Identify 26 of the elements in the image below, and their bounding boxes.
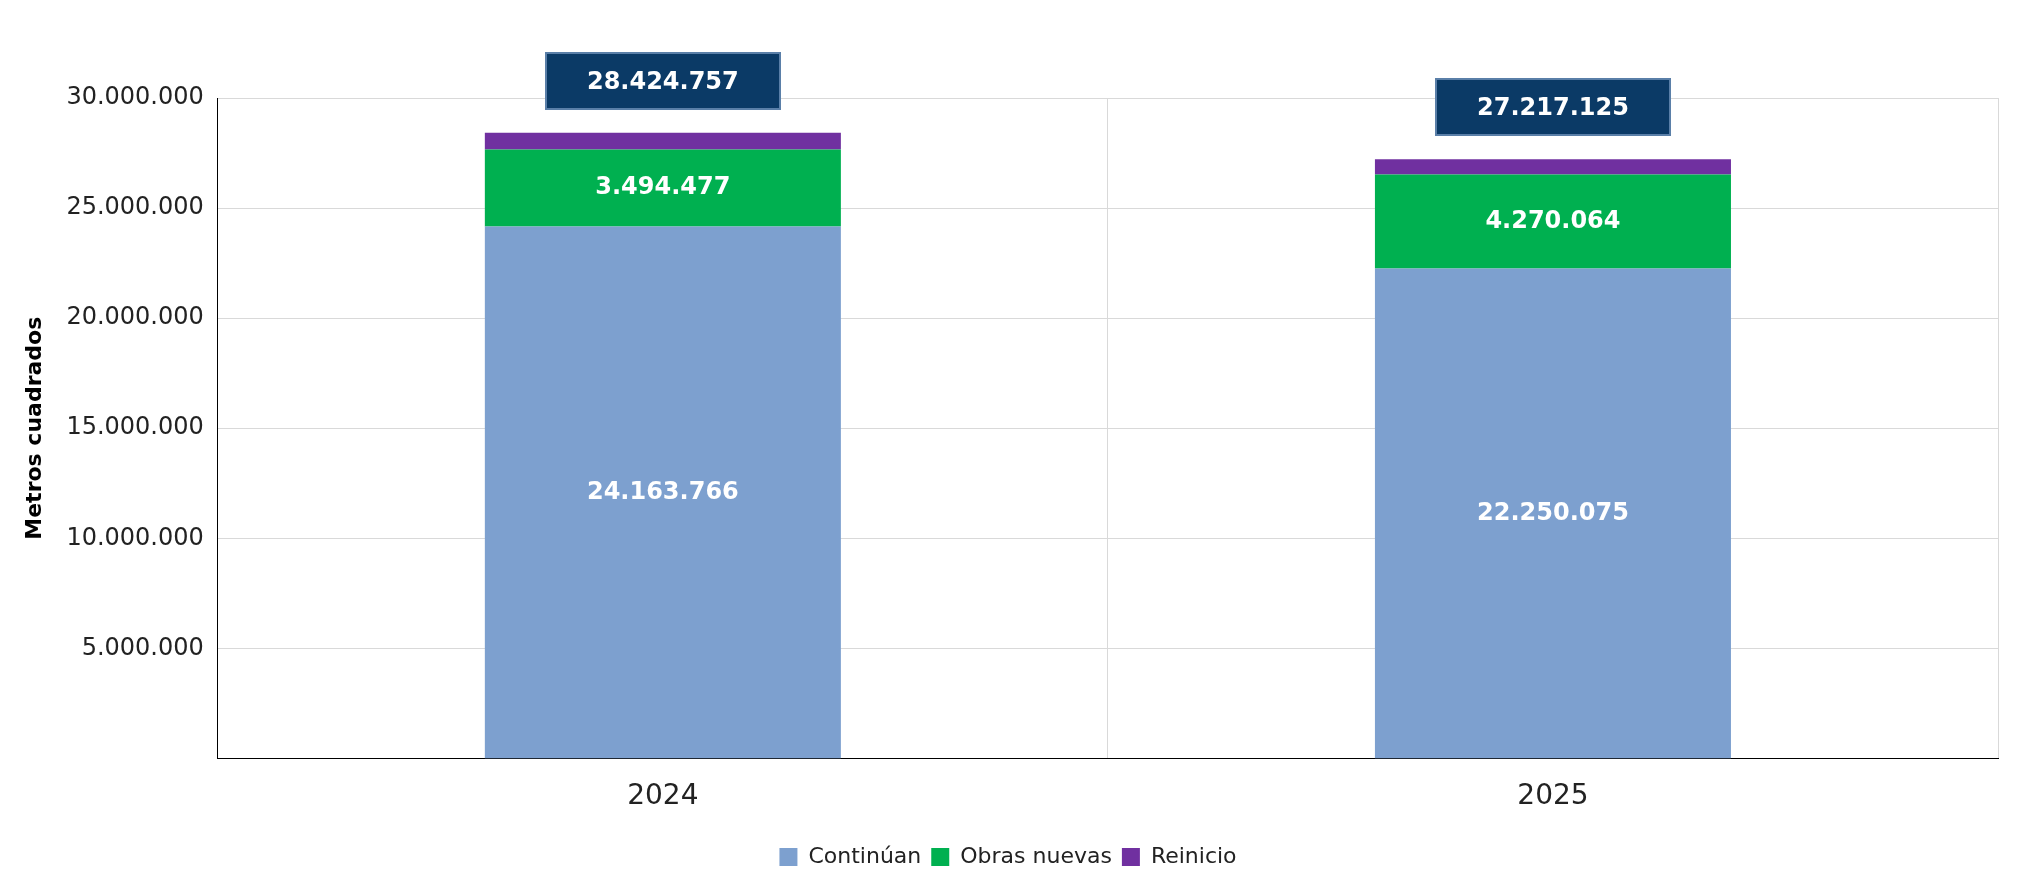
total-label: 27.217.125	[1477, 93, 1629, 122]
bar	[484, 149, 841, 227]
y-tick-label: 20.000.000	[66, 302, 204, 331]
legend-label: Obras nuevas	[960, 842, 1112, 868]
bar	[1374, 268, 1731, 759]
y-axis-title: Metros cuadrados	[20, 316, 46, 540]
bar	[1374, 174, 1731, 269]
y-tick-label: 10.000.000	[66, 522, 204, 551]
data-label: 24.163.766	[586, 476, 739, 505]
legend-label: Reinicio	[1150, 842, 1237, 868]
y-tick-label: 5.000.000	[81, 632, 204, 661]
callout-box: 28.424.757	[544, 51, 781, 110]
y-tick-label: 30.000.000	[66, 82, 204, 111]
x-tick-label: 2024	[627, 778, 699, 812]
x-tick-label: 2025	[1517, 778, 1589, 812]
y-tick-label: 15.000.000	[66, 412, 204, 441]
bar	[484, 132, 841, 150]
bar	[1374, 159, 1731, 175]
legend-label: Continúan	[808, 842, 922, 868]
total-label: 28.424.757	[586, 66, 739, 95]
bar	[484, 226, 841, 759]
y-tick-label: 25.000.000	[66, 192, 204, 221]
callout-box: 27.217.125	[1434, 78, 1671, 137]
data-label: 4.270.064	[1485, 205, 1621, 234]
data-label: 3.494.477	[595, 172, 731, 201]
data-label: 22.250.075	[1477, 497, 1629, 526]
